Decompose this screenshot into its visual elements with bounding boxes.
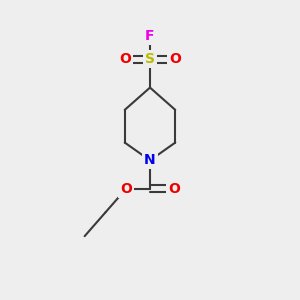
Text: O: O	[119, 52, 131, 66]
Text: O: O	[169, 52, 181, 66]
Text: N: N	[144, 153, 156, 167]
Text: O: O	[120, 182, 132, 196]
Text: S: S	[145, 52, 155, 66]
Text: O: O	[168, 182, 180, 196]
Text: F: F	[145, 28, 155, 43]
